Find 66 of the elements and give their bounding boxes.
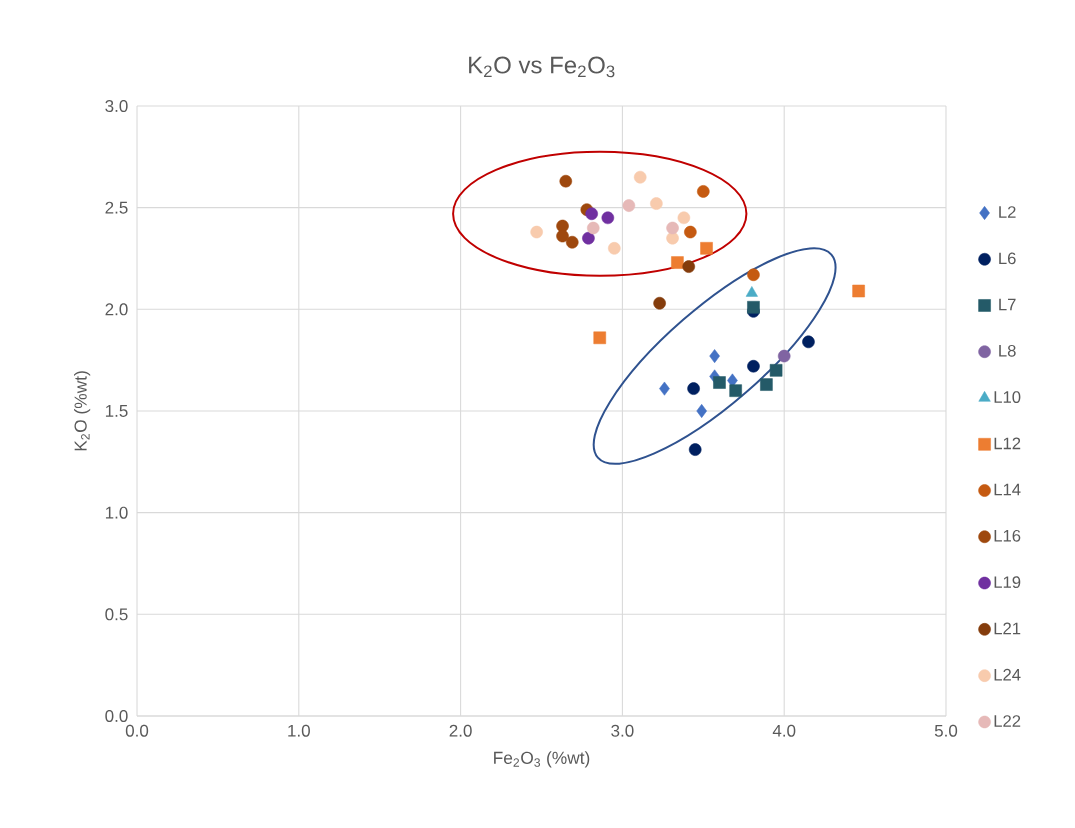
point xyxy=(696,404,707,418)
legend-label: L8 xyxy=(999,344,1016,357)
x-tick-label: 5.0 xyxy=(934,724,958,737)
y-tick-label: 1.5 xyxy=(105,405,128,417)
point xyxy=(802,335,815,349)
point xyxy=(556,229,569,243)
x-tick-label: 1.0 xyxy=(288,724,310,737)
legend-label: L14 xyxy=(994,483,1021,496)
point xyxy=(760,378,773,391)
y-tick-label: 0.0 xyxy=(105,709,128,723)
point xyxy=(697,185,710,198)
point xyxy=(585,207,598,221)
x-tick-label: 3.0 xyxy=(611,724,634,737)
point xyxy=(671,256,684,269)
point xyxy=(745,286,758,297)
point xyxy=(687,382,700,395)
point xyxy=(559,174,573,188)
y-tick-label: 3.0 xyxy=(105,99,128,113)
point xyxy=(747,359,760,373)
y-axis-title: K$_{2}$O (%wt) xyxy=(74,371,91,451)
point xyxy=(729,384,742,397)
point xyxy=(684,225,697,239)
point xyxy=(769,364,783,377)
point xyxy=(666,231,679,245)
x-tick-label: 4.0 xyxy=(772,724,796,737)
point xyxy=(593,331,607,345)
legend-label: L6 xyxy=(999,252,1016,265)
x-axis-title: Fe$_{2}$O$_{3}$ (%wt) xyxy=(494,751,590,768)
point xyxy=(777,349,791,363)
point xyxy=(747,301,760,314)
x-tick-label: 0.0 xyxy=(125,724,149,737)
legend-label: L19 xyxy=(994,576,1021,589)
point xyxy=(747,268,760,282)
y-tick-label: 0.5 xyxy=(105,608,128,621)
point xyxy=(530,225,543,239)
point xyxy=(608,242,621,255)
y-tick-label: 2.5 xyxy=(105,201,128,214)
x-tick-label: 2.0 xyxy=(449,724,472,737)
point xyxy=(622,199,636,212)
point xyxy=(601,211,615,225)
point xyxy=(650,197,663,210)
legend-label: L7 xyxy=(999,298,1016,311)
legend-label: L2 xyxy=(999,206,1016,218)
legend-label: L24 xyxy=(994,668,1021,681)
legend-label: L21 xyxy=(994,622,1021,635)
point xyxy=(565,235,579,249)
chart-title: K$_{2}$O vs Fe$_{2}$O$_{3}$ xyxy=(469,56,615,78)
point xyxy=(852,284,865,298)
point xyxy=(582,231,595,245)
point xyxy=(659,381,670,396)
point xyxy=(677,211,691,225)
legend-label: L12 xyxy=(994,437,1021,450)
point xyxy=(709,349,720,364)
y-tick-label: 1.0 xyxy=(105,506,128,519)
point xyxy=(666,221,679,235)
point xyxy=(688,443,702,456)
point xyxy=(653,296,666,310)
point xyxy=(587,221,600,235)
legend-label: L22 xyxy=(994,715,1021,727)
point xyxy=(682,260,696,273)
point xyxy=(633,170,647,184)
point xyxy=(700,242,713,255)
y-tick-label: 2.0 xyxy=(105,303,128,316)
point xyxy=(713,376,726,389)
legend-label: L16 xyxy=(994,529,1021,542)
legend-label: L10 xyxy=(994,391,1021,403)
